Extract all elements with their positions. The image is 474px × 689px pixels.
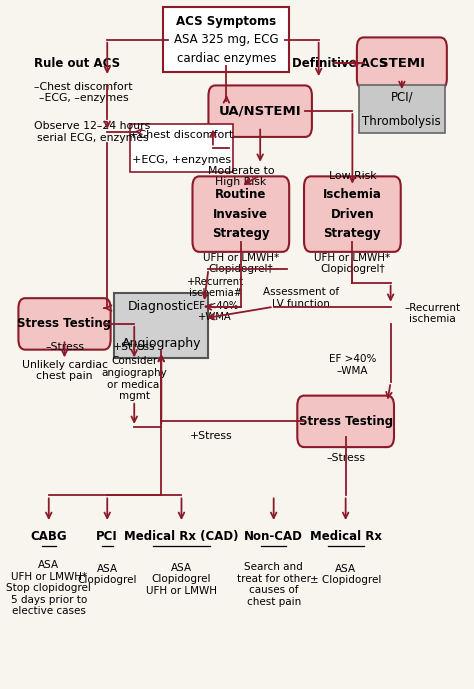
Text: Driven: Driven (330, 207, 374, 220)
Text: +Chest discomfort: +Chest discomfort (129, 130, 234, 140)
Text: Strategy: Strategy (324, 227, 381, 240)
Text: Thrombolysis: Thrombolysis (363, 115, 441, 128)
Text: Rule out ACS: Rule out ACS (35, 56, 120, 70)
FancyBboxPatch shape (192, 176, 289, 252)
Text: PCI/: PCI/ (391, 90, 413, 103)
FancyBboxPatch shape (304, 176, 401, 252)
Text: Strategy: Strategy (212, 227, 270, 240)
Text: EF <40%
+WMA: EF <40% +WMA (192, 301, 238, 322)
Text: ASA
Clopidogrel
UFH or LMWH: ASA Clopidogrel UFH or LMWH (146, 563, 217, 596)
Text: Invasive: Invasive (213, 207, 268, 220)
Text: UFH or LMWH*
Clopidogrel†: UFH or LMWH* Clopidogrel† (203, 253, 279, 274)
FancyBboxPatch shape (357, 37, 447, 89)
Text: cardiac enzymes: cardiac enzymes (177, 52, 276, 65)
Text: ASA
Clopidogrel: ASA Clopidogrel (77, 564, 137, 585)
FancyBboxPatch shape (209, 85, 312, 137)
Text: +Recurrent
ischemia#: +Recurrent ischemia# (187, 277, 244, 298)
Text: –Stress: –Stress (326, 453, 365, 463)
Text: UFH or LMWH*
Clopidogrel†: UFH or LMWH* Clopidogrel† (314, 253, 391, 274)
Text: –Recurrent
ischemia: –Recurrent ischemia (404, 303, 460, 325)
Text: Low Risk: Low Risk (328, 172, 376, 181)
Text: UA/NSTEMI: UA/NSTEMI (219, 105, 301, 118)
Text: ASA 325 mg, ECG: ASA 325 mg, ECG (174, 33, 279, 46)
Text: CABG: CABG (30, 530, 67, 543)
Text: PCI: PCI (96, 530, 118, 543)
Text: Medical Rx: Medical Rx (310, 530, 382, 543)
FancyBboxPatch shape (164, 7, 290, 72)
Text: Stress Testing: Stress Testing (299, 415, 392, 428)
Text: Medical Rx (CAD): Medical Rx (CAD) (124, 530, 239, 543)
Text: EF >40%
–WMA: EF >40% –WMA (328, 354, 376, 376)
Text: ASA
± Clopidogrel: ASA ± Clopidogrel (310, 564, 381, 585)
Text: Unlikely cardiac
chest pain: Unlikely cardiac chest pain (21, 360, 108, 382)
Text: +Stress: +Stress (113, 342, 155, 351)
Text: Assessment of
LV function: Assessment of LV function (263, 287, 339, 309)
Text: STEMI: STEMI (379, 56, 425, 70)
Text: Stress Testing: Stress Testing (18, 318, 111, 331)
Text: Non-CAD: Non-CAD (244, 530, 303, 543)
FancyBboxPatch shape (130, 123, 233, 172)
Text: Search and
treat for other
causes of
chest pain: Search and treat for other causes of che… (237, 562, 310, 607)
FancyBboxPatch shape (18, 298, 110, 349)
Text: –Chest discomfort
–ECG, –enzymes: –Chest discomfort –ECG, –enzymes (35, 82, 133, 103)
FancyBboxPatch shape (359, 85, 445, 133)
Text: Definitive ACS: Definitive ACS (292, 56, 387, 70)
Text: +Stress: +Stress (190, 431, 232, 441)
Text: Angiography: Angiography (121, 338, 201, 350)
Text: ASA
UFH or LMWH*
Stop clopidogrel
5 days prior to
elective cases: ASA UFH or LMWH* Stop clopidogrel 5 days… (6, 560, 91, 616)
Text: Ischemia: Ischemia (323, 188, 382, 201)
Text: Moderate to
High Risk: Moderate to High Risk (208, 165, 274, 187)
Text: Consider
angiography
or medical
mgmt: Consider angiography or medical mgmt (101, 356, 167, 401)
Text: Routine: Routine (215, 188, 266, 201)
FancyBboxPatch shape (114, 293, 209, 358)
Text: Observe 12–24 hours
serial ECG, enzymes: Observe 12–24 hours serial ECG, enzymes (35, 121, 151, 143)
Text: +ECG, +enzymes: +ECG, +enzymes (132, 155, 231, 165)
Text: Diagnostic: Diagnostic (128, 300, 194, 313)
Text: ACS Symptoms: ACS Symptoms (176, 14, 276, 28)
Text: –Stress: –Stress (45, 342, 84, 351)
FancyBboxPatch shape (297, 395, 394, 447)
